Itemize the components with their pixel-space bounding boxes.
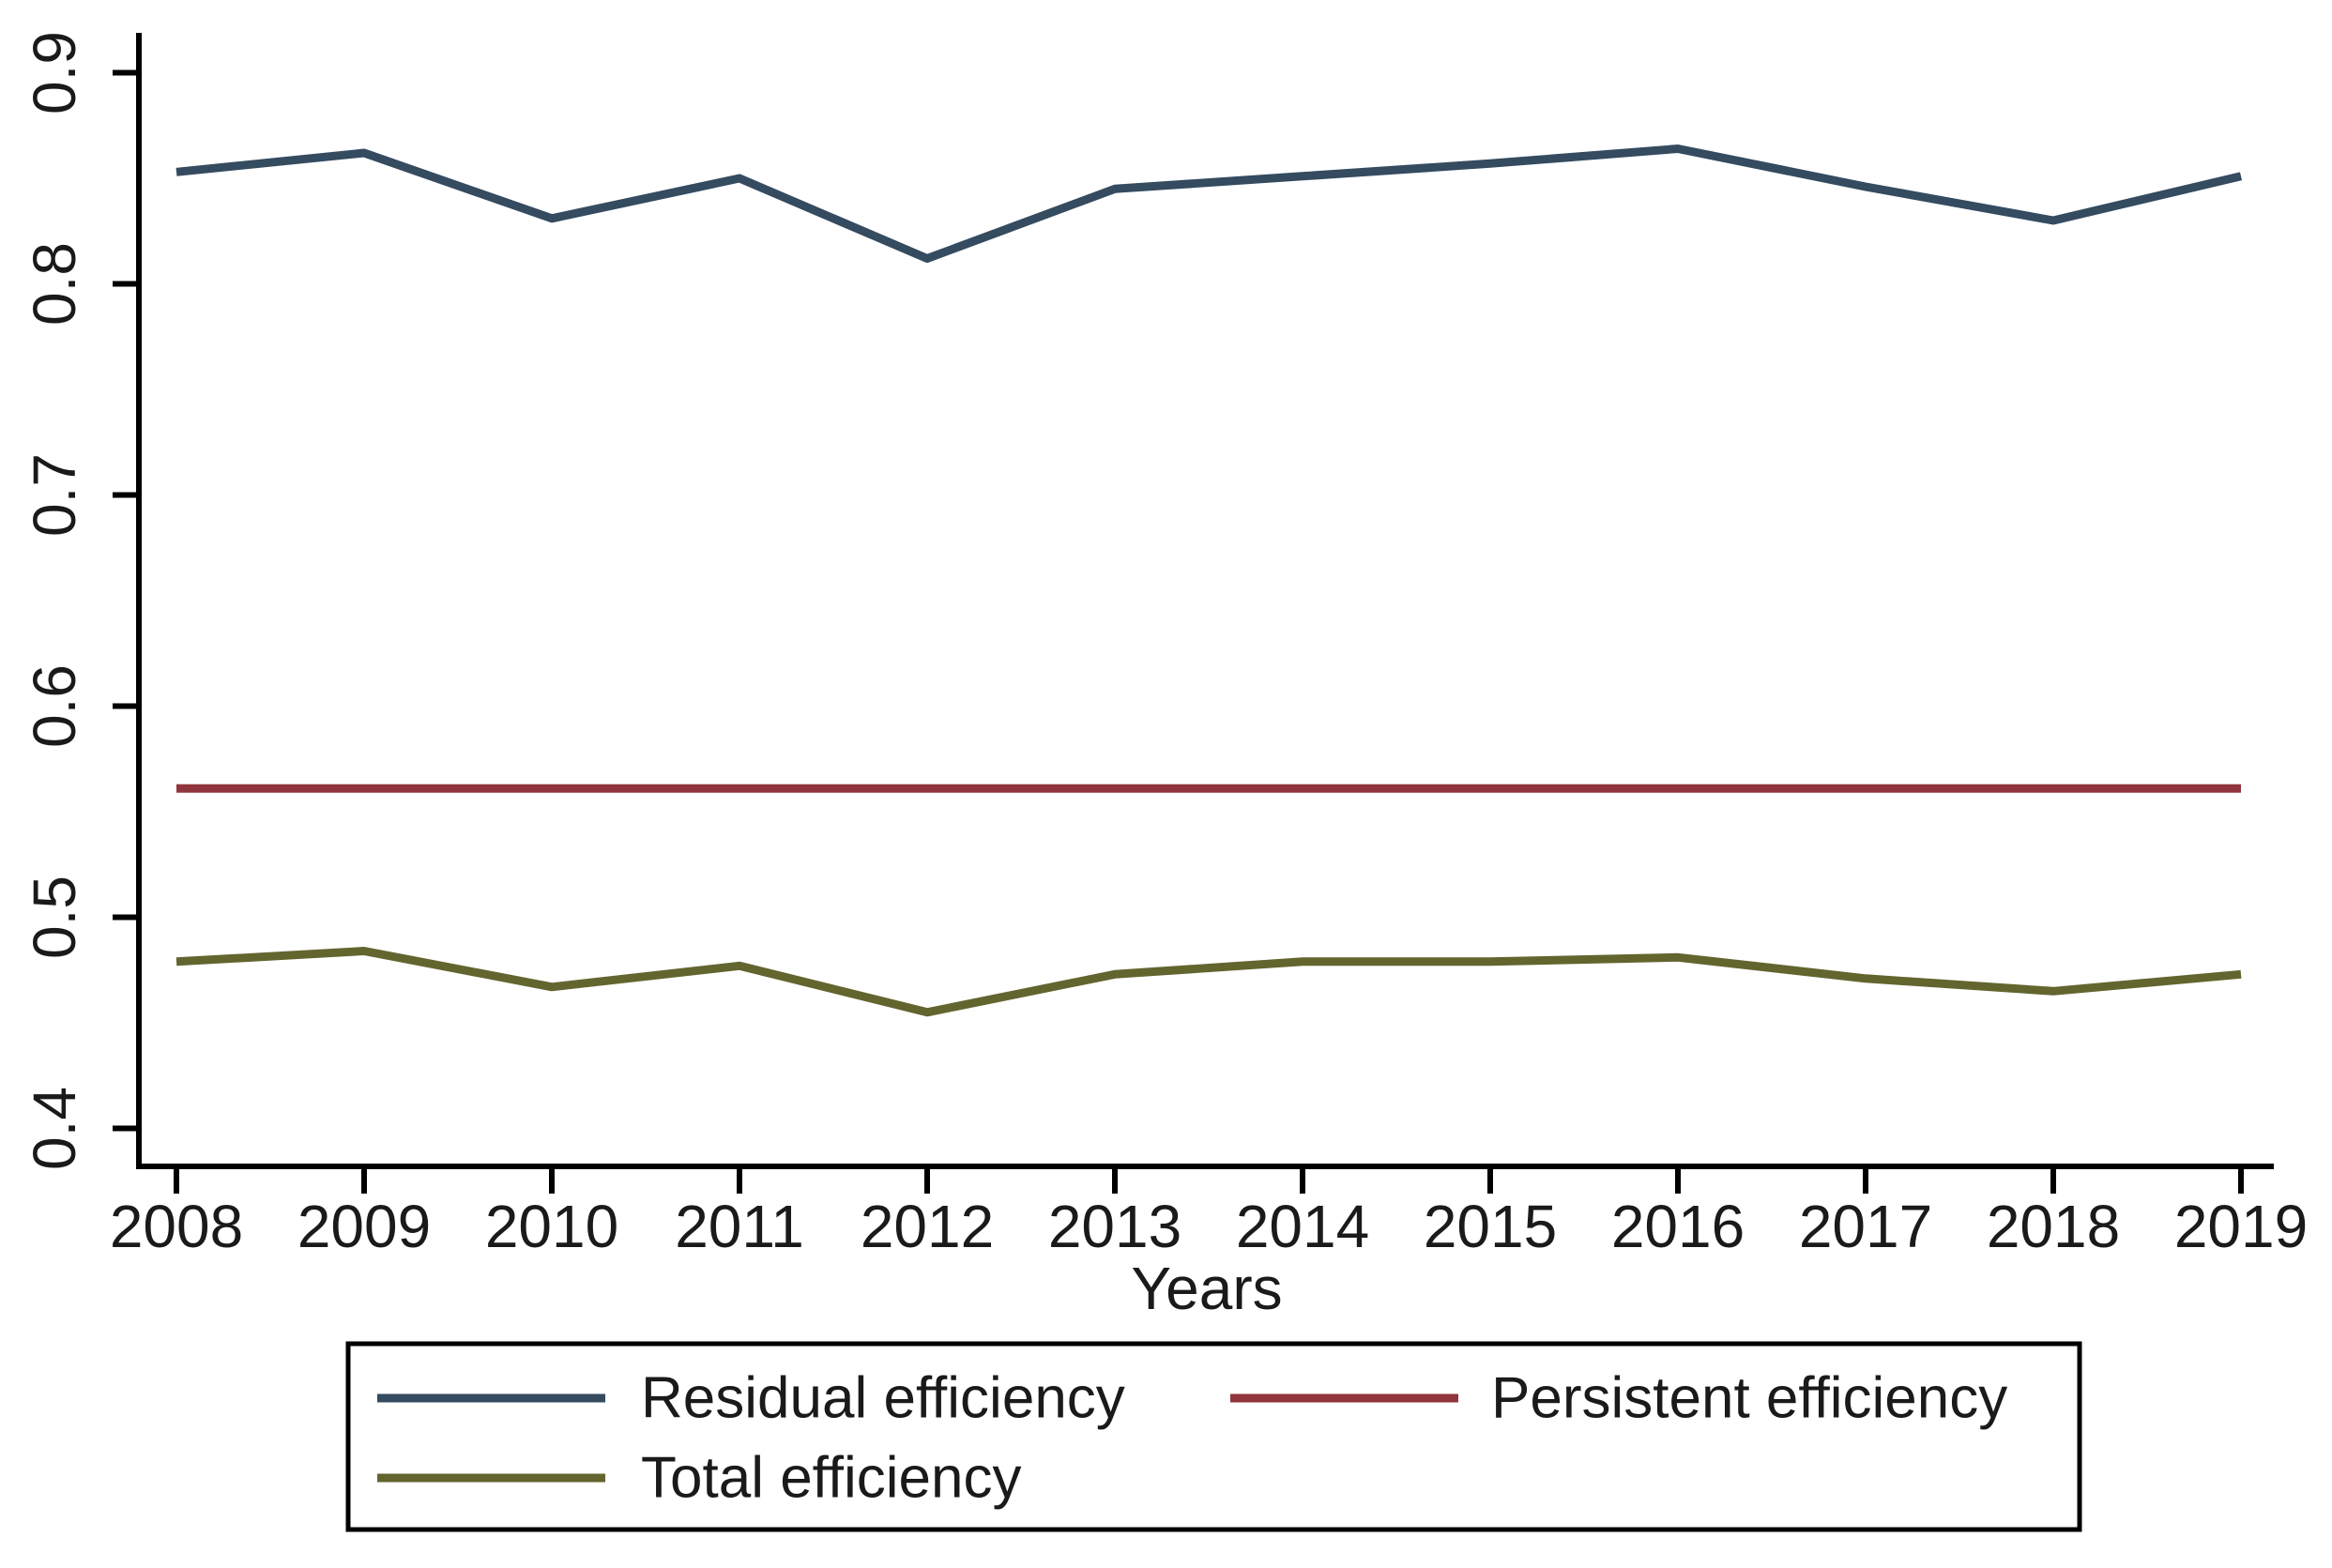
y-tick-label: 0.4 bbox=[21, 1087, 88, 1170]
x-tick-label: 2011 bbox=[675, 1193, 804, 1260]
x-tick-label: 2013 bbox=[1048, 1193, 1181, 1260]
legend-label-residual-efficiency: Residual efficiency bbox=[641, 1366, 1125, 1431]
legend-label-persistent-efficiency: Persistent efficiency bbox=[1491, 1366, 2007, 1431]
x-tick-label: 2018 bbox=[1987, 1193, 2120, 1260]
x-tick-label: 2009 bbox=[297, 1193, 431, 1260]
x-axis-title: Years bbox=[1131, 1255, 1282, 1322]
series-line-residual-efficiency bbox=[175, 145, 2243, 263]
legend-box bbox=[345, 1341, 2082, 1532]
y-tick-label: 0.8 bbox=[21, 242, 88, 326]
x-tick-label: 2010 bbox=[485, 1193, 618, 1260]
y-tick-label: 0.5 bbox=[21, 875, 88, 959]
x-tick-label: 2015 bbox=[1424, 1193, 1557, 1260]
y-tick-label: 0.9 bbox=[21, 31, 88, 114]
x-tick-label: 2012 bbox=[861, 1193, 994, 1260]
x-tick-label: 2014 bbox=[1236, 1193, 1369, 1260]
y-tick-label: 0.6 bbox=[21, 664, 88, 748]
x-tick-label: 2008 bbox=[110, 1193, 243, 1260]
series-line-total-efficiency bbox=[175, 947, 2242, 1017]
x-tick-label: 2016 bbox=[1611, 1193, 1745, 1260]
y-tick-label: 0.7 bbox=[21, 453, 88, 537]
x-tick-label: 2017 bbox=[1799, 1193, 1932, 1260]
x-tick-label: 2019 bbox=[2174, 1193, 2308, 1260]
legend-label-total-efficiency: Total efficiency bbox=[641, 1446, 1022, 1511]
